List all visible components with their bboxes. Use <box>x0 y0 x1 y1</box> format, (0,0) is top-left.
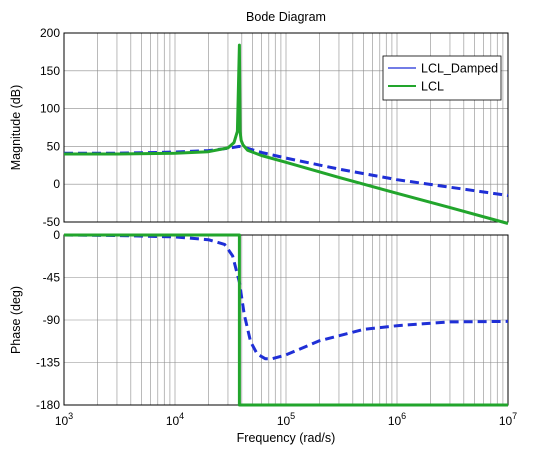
series-lcl-line <box>64 233 508 407</box>
phase-panel: -180 -135 -90 -45 0 Phase (deg) 103 104 105 106 10… <box>9 228 517 428</box>
legend-box <box>382 55 502 101</box>
legend-label: LCL <box>421 80 444 94</box>
y-tick-label: -50 <box>43 215 61 229</box>
y-tick-label: -135 <box>36 356 60 370</box>
plot-frame <box>63 32 509 223</box>
y-axis-label: Phase (deg) <box>9 286 23 354</box>
y-tick-label: 200 <box>40 26 60 40</box>
series-lcl-damped-line <box>63 233 509 361</box>
chart-title: Bode Diagram <box>246 10 326 24</box>
legend-label: LCL_Damped <box>421 62 498 76</box>
y-tick-label: -90 <box>43 313 61 327</box>
x-tick-label: 105 <box>277 411 295 428</box>
y-axis-label: Magnitude (dB) <box>9 85 23 170</box>
y-tick-label: -180 <box>36 398 60 412</box>
y-tick-label: 50 <box>47 139 61 153</box>
y-tick-label: -45 <box>43 271 61 285</box>
x-tick-label: 103 <box>55 411 73 428</box>
x-tick-label: 106 <box>388 411 406 428</box>
x-axis-label: Frequency (rad/s) <box>237 431 336 445</box>
x-tick-label: 104 <box>166 411 184 428</box>
y-tick-label: 100 <box>40 102 60 116</box>
y-tick-label: 0 <box>53 228 60 242</box>
legend: LCL_Damped LCL <box>382 55 502 101</box>
y-tick-label: 0 <box>53 177 60 191</box>
x-tick-label: 107 <box>499 411 517 428</box>
y-tick-label: 150 <box>40 64 60 78</box>
series-lcl-line <box>64 43 509 225</box>
